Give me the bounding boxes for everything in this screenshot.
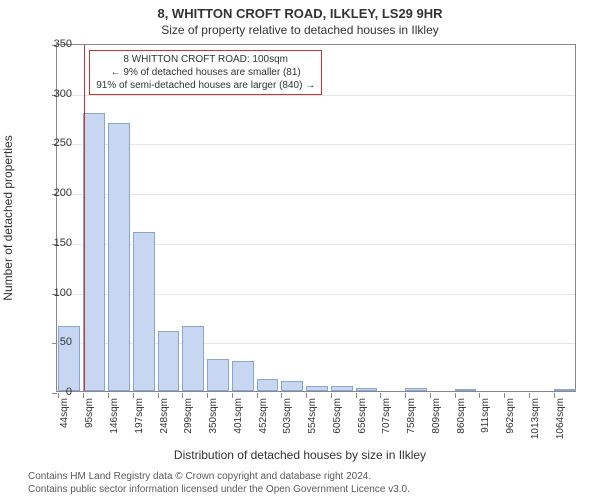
- xtick-label: 554sqm: [307, 398, 318, 434]
- x-axis-label: Distribution of detached houses by size …: [0, 448, 600, 462]
- histogram-bar: [133, 232, 155, 391]
- xtick-label: 809sqm: [431, 398, 442, 434]
- ytick-label: 50: [32, 336, 72, 348]
- annotation-line: ← 9% of detached houses are smaller (81): [96, 66, 315, 79]
- xtick-label: 605sqm: [332, 398, 343, 434]
- ytick-label: 300: [32, 88, 72, 100]
- footer: Contains HM Land Registry data © Crown c…: [28, 471, 410, 496]
- histogram-bar: [158, 331, 180, 391]
- histogram-bar: [207, 359, 229, 391]
- chart-subtitle: Size of property relative to detached ho…: [0, 21, 600, 41]
- plot-area: [56, 44, 576, 392]
- histogram-bar: [306, 386, 328, 391]
- annotation-line: 8 WHITTON CROFT ROAD: 100sqm: [96, 53, 315, 66]
- gridline: [57, 194, 575, 195]
- gridline: [57, 144, 575, 145]
- xtick-label: 707sqm: [381, 398, 392, 434]
- xtick-label: 197sqm: [134, 398, 145, 434]
- ytick-label: 100: [32, 287, 72, 299]
- ytick-label: 350: [32, 38, 72, 50]
- xtick-label: 299sqm: [183, 398, 194, 434]
- annotation-box: 8 WHITTON CROFT ROAD: 100sqm← 9% of deta…: [89, 50, 322, 95]
- xtick-label: 911sqm: [480, 398, 491, 433]
- ytick-label: 200: [32, 187, 72, 199]
- histogram-bar: [108, 123, 130, 391]
- ytick-label: 150: [32, 237, 72, 249]
- xtick-label: 1013sqm: [530, 398, 541, 439]
- histogram-bar: [182, 326, 204, 391]
- histogram-bar: [405, 388, 427, 391]
- histogram-bar: [455, 389, 477, 391]
- histogram-bar: [83, 113, 105, 391]
- footer-line-1: Contains HM Land Registry data © Crown c…: [28, 471, 410, 484]
- annotation-line: 91% of semi-detached houses are larger (…: [96, 79, 315, 92]
- footer-line-2: Contains public sector information licen…: [28, 484, 410, 497]
- xtick-label: 860sqm: [456, 398, 467, 434]
- xtick-label: 656sqm: [357, 398, 368, 434]
- histogram-bar: [281, 381, 303, 391]
- xtick-label: 146sqm: [109, 398, 120, 434]
- xtick-label: 452sqm: [258, 398, 269, 434]
- xtick-label: 1064sqm: [555, 398, 566, 439]
- xtick-label: 350sqm: [208, 398, 219, 434]
- xtick-label: 248sqm: [159, 398, 170, 434]
- xtick-label: 44sqm: [59, 398, 70, 428]
- chart-container: 8, WHITTON CROFT ROAD, ILKLEY, LS29 9HR …: [0, 0, 600, 500]
- xtick-label: 758sqm: [406, 398, 417, 434]
- ytick-label: 250: [32, 137, 72, 149]
- ytick-label: 0: [32, 386, 72, 398]
- plot-background: [56, 44, 576, 392]
- xtick-label: 401sqm: [233, 398, 244, 434]
- histogram-bar: [257, 379, 279, 391]
- histogram-bar: [554, 389, 576, 391]
- chart-title: 8, WHITTON CROFT ROAD, ILKLEY, LS29 9HR: [0, 0, 600, 21]
- y-axis-label: Number of detached properties: [1, 135, 15, 300]
- xtick-label: 503sqm: [282, 398, 293, 434]
- xtick-label: 95sqm: [84, 398, 95, 428]
- histogram-bar: [356, 388, 378, 391]
- marker-line: [84, 45, 85, 391]
- histogram-bar: [232, 361, 254, 391]
- xtick-label: 962sqm: [505, 398, 516, 434]
- histogram-bar: [331, 386, 353, 391]
